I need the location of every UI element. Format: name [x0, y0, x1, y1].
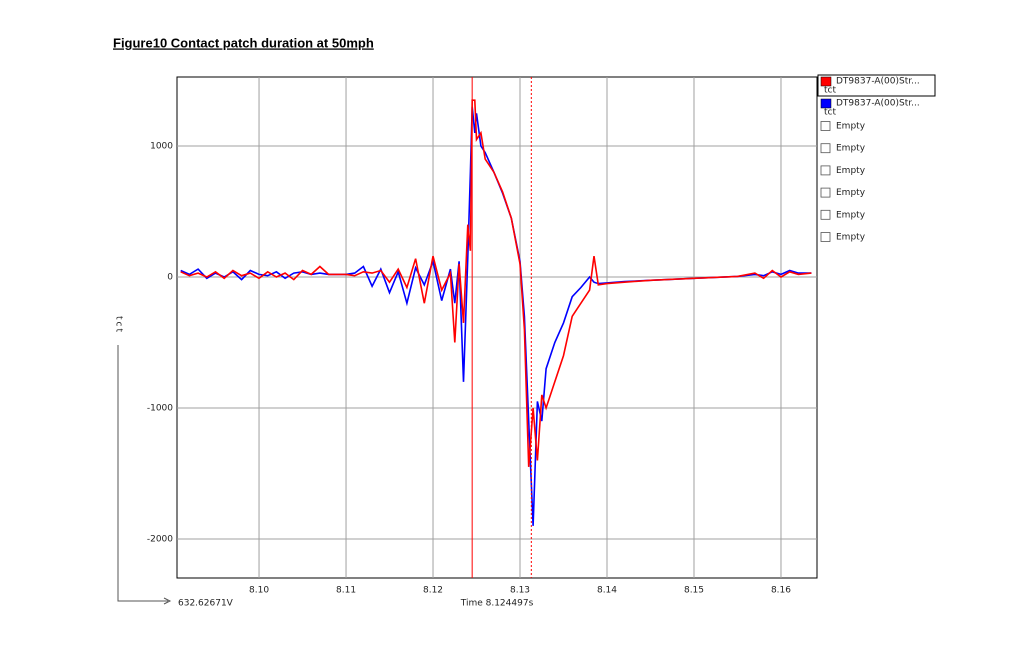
legend-selected-box [817, 74, 936, 97]
legend-swatch[interactable] [820, 76, 832, 87]
arrow-head [163, 597, 172, 605]
x-tick-label: 8.13 [510, 586, 530, 596]
legend-checkbox[interactable] [820, 232, 831, 242]
series-line [180, 106, 812, 526]
legend-label: DT9837-A(00)Str... [836, 77, 920, 87]
legend-checkbox[interactable] [820, 121, 831, 131]
chart-title: Figure10 Contact patch duration at 50mph [113, 35, 374, 50]
x-tick-label: 8.12 [423, 586, 443, 596]
origin-arrow [117, 345, 168, 602]
x-tick-label: 8.11 [336, 586, 356, 596]
legend-empty-label: Empty [836, 188, 866, 198]
legend-checkbox[interactable] [820, 165, 831, 176]
x-tick-label: 8.16 [771, 586, 791, 596]
y-axis-label: tct [114, 316, 124, 334]
legend-label: DT9837-A(00)Str... [836, 99, 920, 109]
legend-swatch[interactable] [820, 98, 832, 109]
legend-unit: tct [824, 108, 836, 118]
plot-area [176, 76, 818, 579]
x-tick-label: 8.10 [249, 586, 269, 596]
legend-checkbox[interactable] [820, 209, 831, 220]
x-tick-label: 8.14 [597, 586, 617, 596]
origin-label: 632.62671V [178, 599, 234, 609]
legend-empty-label: Empty [836, 233, 866, 243]
legend-checkbox[interactable] [820, 187, 831, 198]
y-tick-label: -2000 [147, 534, 173, 544]
legend-unit: tct [824, 86, 836, 96]
x-tick-label: 8.15 [684, 586, 704, 596]
legend-empty-label: Empty [836, 122, 866, 132]
legend-empty-label: Empty [836, 144, 866, 154]
cursor-label: Time 8.124497s [460, 599, 534, 609]
y-tick-label: -1000 [147, 403, 173, 413]
legend-empty-label: Empty [836, 210, 866, 220]
y-tick-label: 1000 [150, 142, 173, 152]
legend-checkbox[interactable] [820, 143, 831, 154]
y-tick-label: 0 [167, 273, 173, 283]
series-line [180, 99, 812, 467]
legend-empty-label: Empty [836, 166, 866, 176]
